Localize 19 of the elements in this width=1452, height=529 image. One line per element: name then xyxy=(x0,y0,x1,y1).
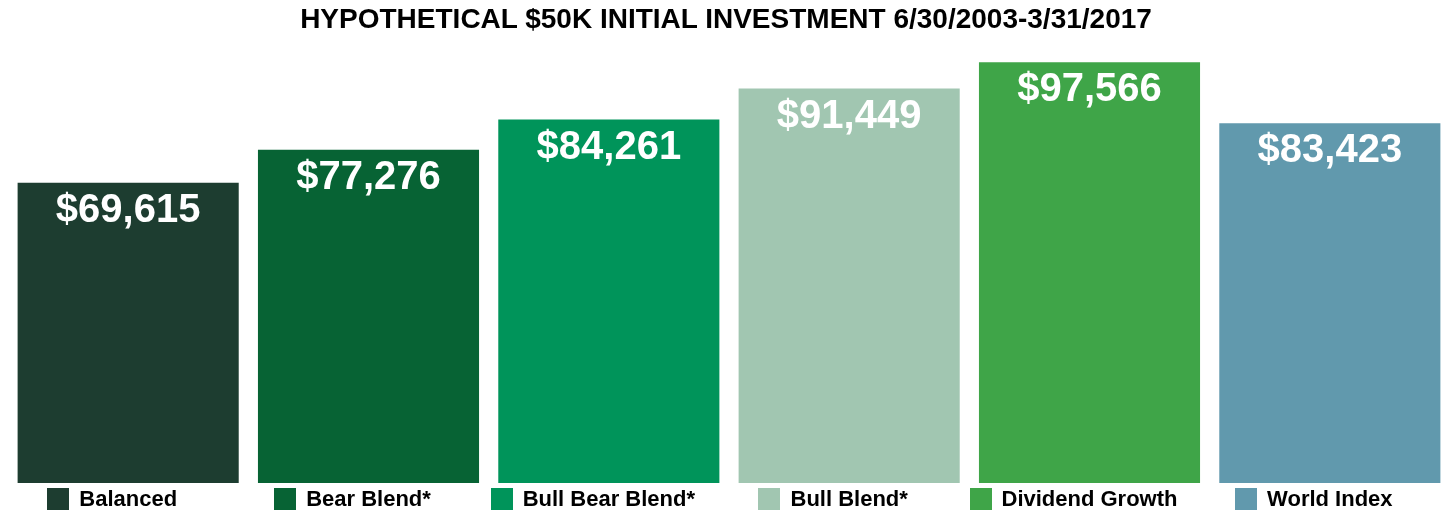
x-tick-label: Dividend Growth xyxy=(1001,486,1178,511)
data-label: $83,423 xyxy=(1257,126,1403,171)
x-tick-label: World Index xyxy=(1267,486,1394,511)
x-tick-label: Bull Bear Blend* xyxy=(522,486,696,511)
x-tick-label: Bear Blend* xyxy=(306,486,432,511)
bar xyxy=(498,119,720,483)
data-label: $91,449 xyxy=(776,91,922,136)
data-label: $77,276 xyxy=(296,152,441,197)
x-tick-label: Balanced xyxy=(79,486,178,511)
data-label: $97,566 xyxy=(1017,65,1162,110)
data-label: $69,615 xyxy=(55,185,201,230)
data-label: $84,261 xyxy=(536,122,682,167)
bar xyxy=(738,88,960,483)
bar xyxy=(17,182,239,483)
bar xyxy=(1219,123,1441,483)
bar xyxy=(257,149,480,483)
bar xyxy=(978,62,1201,483)
chart-title: HYPOTHETICAL $50K INITIAL INVESTMENT 6/30/2003-3/31/2017 xyxy=(300,2,1152,34)
x-tick-label: Bull Blend* xyxy=(790,486,909,511)
